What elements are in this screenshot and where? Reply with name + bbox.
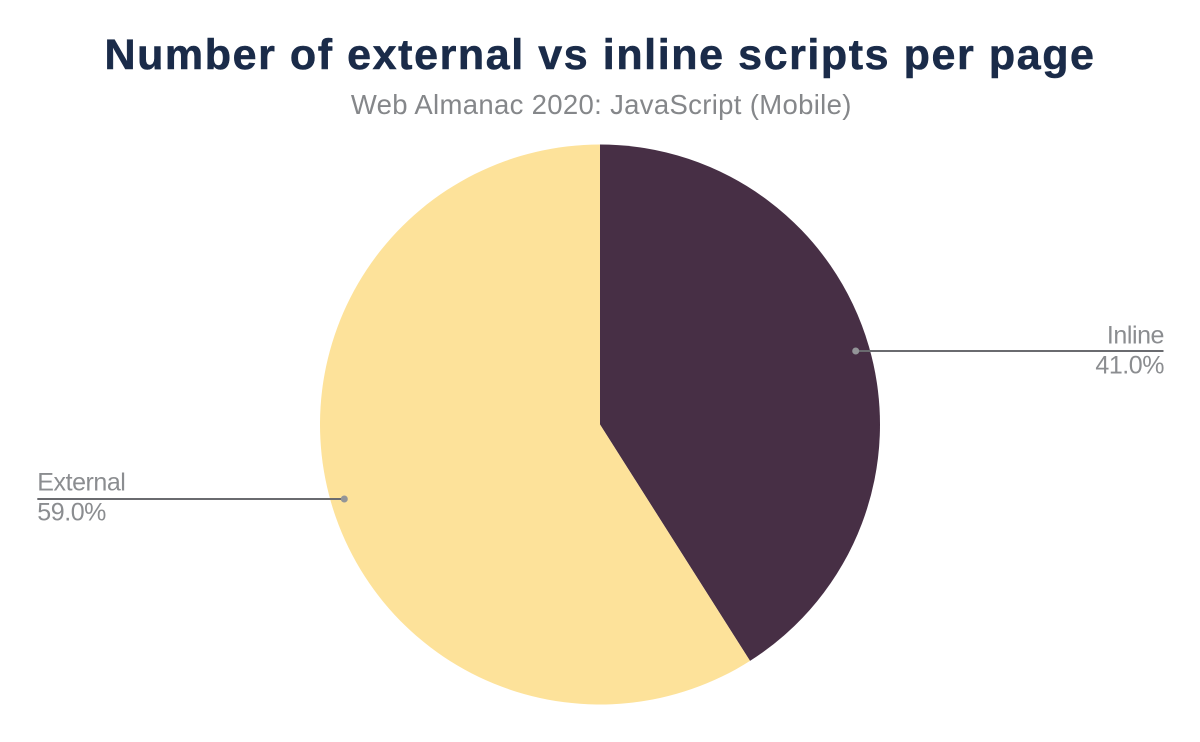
svg-text:Web Almanac 2020: JavaScript (: Web Almanac 2020: JavaScript (Mobile) (351, 89, 852, 120)
svg-text:Number of external vs inline s: Number of external vs inline scripts per… (104, 31, 1095, 79)
svg-text:External: External (37, 469, 125, 497)
svg-text:59.0%: 59.0% (37, 499, 106, 527)
svg-text:41.0%: 41.0% (1095, 351, 1164, 379)
svg-text:Inline: Inline (1107, 322, 1164, 350)
